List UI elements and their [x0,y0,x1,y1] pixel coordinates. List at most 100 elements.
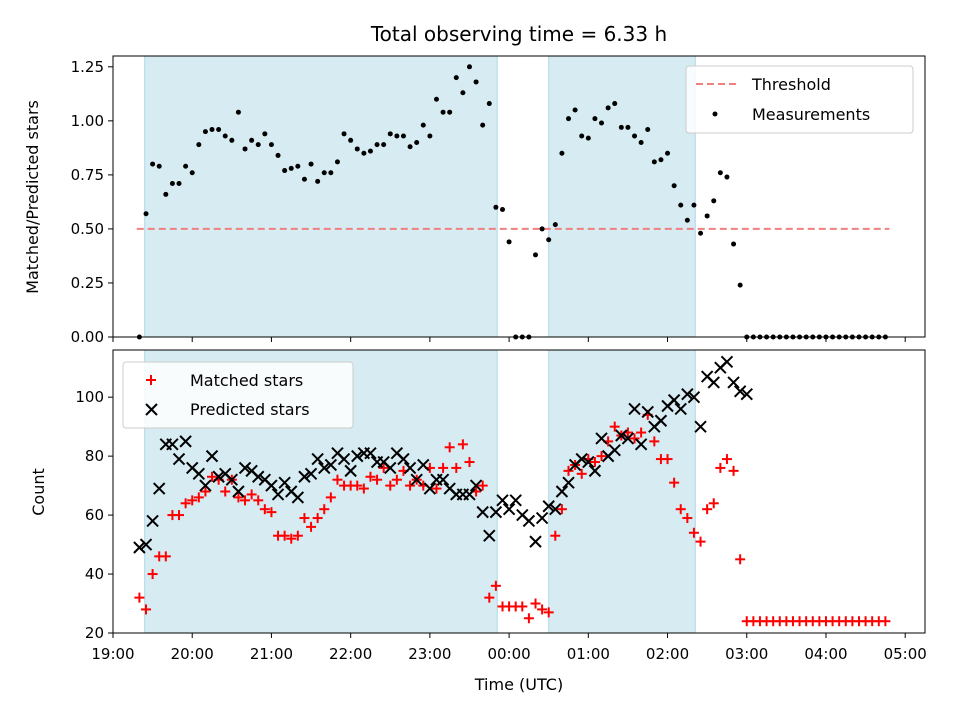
measurement-point [209,126,215,132]
predicted-point [304,467,318,481]
measurement-point [493,204,499,210]
measurement-point [420,122,426,128]
bottom-legend: Matched stars Predicted stars [122,361,354,429]
predicted-point [205,449,219,463]
measurement-point [229,137,235,143]
matched-point [669,477,680,488]
matched-point [490,580,501,591]
matched-point [636,427,647,438]
top-y-ticks: 0.00 0.25 0.50 0.75 1.00 1.25 [71,58,113,346]
x-tick-label: 03:00 [725,645,768,663]
predicted-point [364,446,377,460]
measurement-point [222,133,228,139]
matched-point [530,598,541,609]
matched-point [266,507,277,518]
predicted-point [252,470,265,483]
matched-point [609,421,620,432]
predicted-point [384,461,397,475]
measurement-point [433,96,439,102]
predicted-point [562,476,575,489]
matched-point [405,480,416,491]
matched-point [240,495,251,506]
matched-point [444,442,455,453]
measurement-point [321,170,327,176]
measurement-point [506,239,512,245]
predicted-point [628,402,641,416]
matched-point [517,601,528,612]
matched-point [543,607,554,618]
predicted-point [417,458,430,472]
y-tick-label: 1.00 [71,112,104,130]
predicted-point [436,473,450,486]
matched-point [550,530,561,541]
predicted-point [509,494,522,507]
predicted-point [344,464,357,478]
predicted-point [641,405,654,419]
predicted-point [522,514,536,528]
x-tick-label: 21:00 [250,645,293,663]
measurement-point [367,148,373,154]
measurement-point [381,142,387,148]
predicted-point [476,505,489,519]
legend-measurements-marker [712,111,718,117]
predicted-point [469,479,483,492]
measurement-point [189,170,195,176]
measurement-point [473,79,479,85]
measurement-point [308,161,314,167]
x-tick-label: 02:00 [646,645,689,663]
predicted-point [311,452,324,466]
measurement-point [671,183,677,189]
predicted-point [588,464,602,478]
matched-point [332,474,343,485]
measurement-point [163,191,169,197]
matched-point [141,604,152,615]
predicted-stars-series [133,355,753,554]
measurement-point [724,174,730,180]
matched-point [286,533,297,544]
measurement-point [427,133,433,139]
measurement-point [698,230,704,236]
predicted-point [687,390,701,404]
predicted-point [139,538,153,551]
measurement-point [480,122,486,128]
bottom-y-ticks: 20 40 60 80 100 [75,388,113,642]
measurement-point [612,101,618,107]
measurement-point [453,75,459,81]
predicted-point [667,393,681,407]
measurement-point [447,109,453,115]
predicted-point [621,432,635,445]
predicted-point [463,488,476,501]
matched-point [207,471,218,482]
predicted-point [654,414,668,427]
predicted-point [634,438,648,451]
predicted-point [397,452,410,466]
measurement-point [599,120,605,126]
y-tick-label: 20 [85,624,104,642]
measurement-point [183,163,189,169]
bottom-y-axis-label: Count [29,468,48,516]
matched-point [589,457,600,468]
measurement-point [618,124,624,130]
predicted-point [166,438,179,451]
measurement-point [341,131,347,137]
measurement-point [202,129,208,135]
predicted-point [351,449,364,463]
measurement-point [737,282,743,288]
measurement-point [295,163,301,169]
measurement-point [546,237,552,243]
predicted-point [727,376,740,389]
measurement-point [374,142,380,148]
matched-point [523,613,534,624]
predicted-point [720,355,734,368]
matched-point [484,592,495,603]
y-tick-label: 0.00 [71,328,104,346]
x-tick-label: 01:00 [567,645,610,663]
predicted-point [324,458,338,472]
matched-point [352,480,363,491]
y-tick-label: 0.25 [71,274,104,292]
matched-point [728,465,739,476]
top-shaded-intervals [144,55,696,338]
measurement-point [414,139,420,145]
measurement-point [559,150,565,156]
